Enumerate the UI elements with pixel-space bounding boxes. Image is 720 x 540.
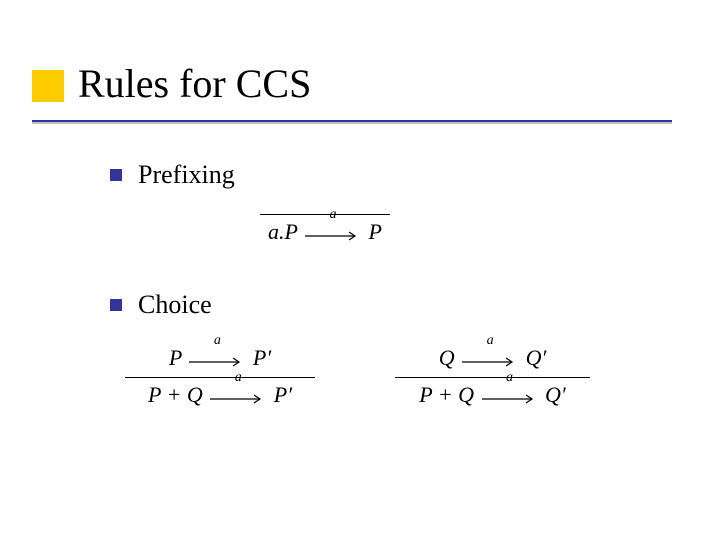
bullet-item-prefixing: Prefixing [110, 160, 235, 190]
choice-left-conclusion: P + Q a P′ [125, 382, 315, 410]
arrow-choice-right-concl: a [480, 384, 540, 410]
choice-left-concl-l: P + Q [148, 382, 203, 407]
choice-right-concl-l: P + Q [419, 382, 474, 407]
arrow-icon [460, 356, 520, 368]
rule-line-choice-left [125, 377, 315, 378]
rule-prefixing-conclusion: a.P a P [260, 219, 390, 247]
bullet-item-choice: Choice [110, 290, 212, 320]
arrow-label-prefixing: a [330, 207, 337, 223]
choice-left-premise-l: P [169, 345, 182, 370]
choice-right-premise-r: Q′ [526, 345, 547, 370]
arrow-icon [480, 393, 540, 405]
bullet-icon [110, 299, 122, 311]
item-label-prefixing: Prefixing [138, 160, 235, 190]
choice-right-premise: Q a Q′ [395, 345, 590, 373]
choice-right-premise-l: Q [439, 345, 455, 370]
title-underline-light [32, 122, 672, 124]
arrow-choice-left-concl: a [208, 384, 268, 410]
choice-left-premise-r: P′ [253, 345, 271, 370]
item-label-choice: Choice [138, 290, 212, 320]
slide-title: Rules for CCS [78, 60, 311, 107]
arrow-label-cl-concl: a [235, 370, 242, 386]
rule-line-prefixing [260, 214, 390, 215]
rule-line-choice-right [395, 377, 590, 378]
rule-choice-left: P a P′ P + Q a P′ [125, 345, 315, 410]
accent-square [32, 70, 64, 102]
arrow-prefixing: a [303, 221, 363, 247]
arrow-icon [208, 393, 268, 405]
arrow-icon [187, 356, 247, 368]
prefixing-left: a.P [268, 219, 298, 244]
arrow-label-cl-premise: a [214, 333, 221, 349]
bullet-icon [110, 169, 122, 181]
arrow-icon [303, 230, 363, 242]
choice-right-concl-r: Q′ [545, 382, 566, 407]
arrow-label-cr-concl: a [506, 370, 513, 386]
rule-choice-right: Q a Q′ P + Q a Q′ [395, 345, 590, 410]
rule-prefixing: a.P a P [260, 210, 390, 247]
prefixing-right: P [369, 219, 382, 244]
choice-right-conclusion: P + Q a Q′ [395, 382, 590, 410]
choice-left-premise: P a P′ [125, 345, 315, 373]
choice-left-concl-r: P′ [274, 382, 292, 407]
arrow-label-cr-premise: a [487, 333, 494, 349]
